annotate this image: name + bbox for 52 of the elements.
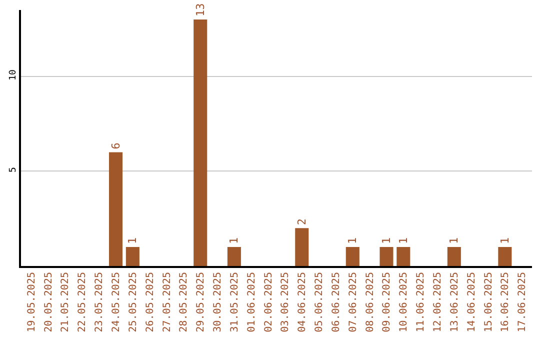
x-tick-label: 22.05.2025 xyxy=(77,272,88,332)
x-tick-label: 11.06.2025 xyxy=(416,272,427,332)
x-tick-label: 24.05.2025 xyxy=(111,272,122,332)
x-tick-label: 19.05.2025 xyxy=(26,272,38,332)
data-label: 6 xyxy=(109,142,122,150)
x-tick-label: 05.06.2025 xyxy=(314,272,326,332)
x-tick-label: 15.06.2025 xyxy=(483,272,494,332)
x-tick-label: 04.06.2025 xyxy=(297,272,308,332)
x-tick-label: 29.05.2025 xyxy=(196,272,207,332)
bar xyxy=(227,247,241,266)
x-tick-label: 01.06.2025 xyxy=(246,272,258,332)
x-tick-label: 10.06.2025 xyxy=(398,272,410,332)
data-label: 1 xyxy=(228,237,241,244)
x-tick-label: 17.06.2025 xyxy=(517,272,528,332)
x-tick-label: 08.06.2025 xyxy=(364,272,376,332)
x-tick-label: 16.06.2025 xyxy=(500,272,512,332)
x-tick-label: 30.05.2025 xyxy=(212,272,224,332)
x-tick-label: 21.05.2025 xyxy=(60,272,72,332)
bar xyxy=(396,247,410,266)
bar xyxy=(194,19,208,266)
x-tick-label: 20.05.2025 xyxy=(43,272,54,332)
bar xyxy=(447,247,461,266)
x-tick-label: 28.05.2025 xyxy=(178,272,190,332)
data-label: 13 xyxy=(194,3,207,16)
bar xyxy=(295,228,309,266)
x-tick-label: 06.06.2025 xyxy=(330,272,342,332)
x-tick-label: 09.06.2025 xyxy=(382,272,393,332)
bar xyxy=(126,247,140,266)
x-tick-label: 25.05.2025 xyxy=(128,272,139,332)
y-tick-label: 10 xyxy=(8,70,18,80)
x-tick-label: 23.05.2025 xyxy=(94,272,106,332)
x-tick-label: 31.05.2025 xyxy=(229,272,240,332)
data-label: 1 xyxy=(126,237,140,244)
x-tick-label: 14.06.2025 xyxy=(466,272,478,332)
data-label: 1 xyxy=(448,237,461,244)
x-tick-label: 26.05.2025 xyxy=(144,272,156,332)
x-tick-label: 03.06.2025 xyxy=(280,272,292,332)
bar xyxy=(498,247,512,266)
data-label: 2 xyxy=(295,218,308,226)
y-tick-label: 5 xyxy=(8,167,18,173)
x-tick-label: 13.06.2025 xyxy=(449,272,460,332)
bar xyxy=(108,152,123,266)
x-tick-label: 12.06.2025 xyxy=(432,272,444,332)
x-tick-label: 07.06.2025 xyxy=(348,272,359,332)
x-tick-label: 27.05.2025 xyxy=(162,272,173,332)
bar xyxy=(346,247,360,266)
x-tick-label: 02.06.2025 xyxy=(263,272,274,332)
bar xyxy=(380,247,394,266)
data-label: 1 xyxy=(346,237,360,244)
data-label: 1 xyxy=(498,237,512,244)
data-label: 1 xyxy=(380,237,393,244)
data-label: 1 xyxy=(396,237,410,244)
